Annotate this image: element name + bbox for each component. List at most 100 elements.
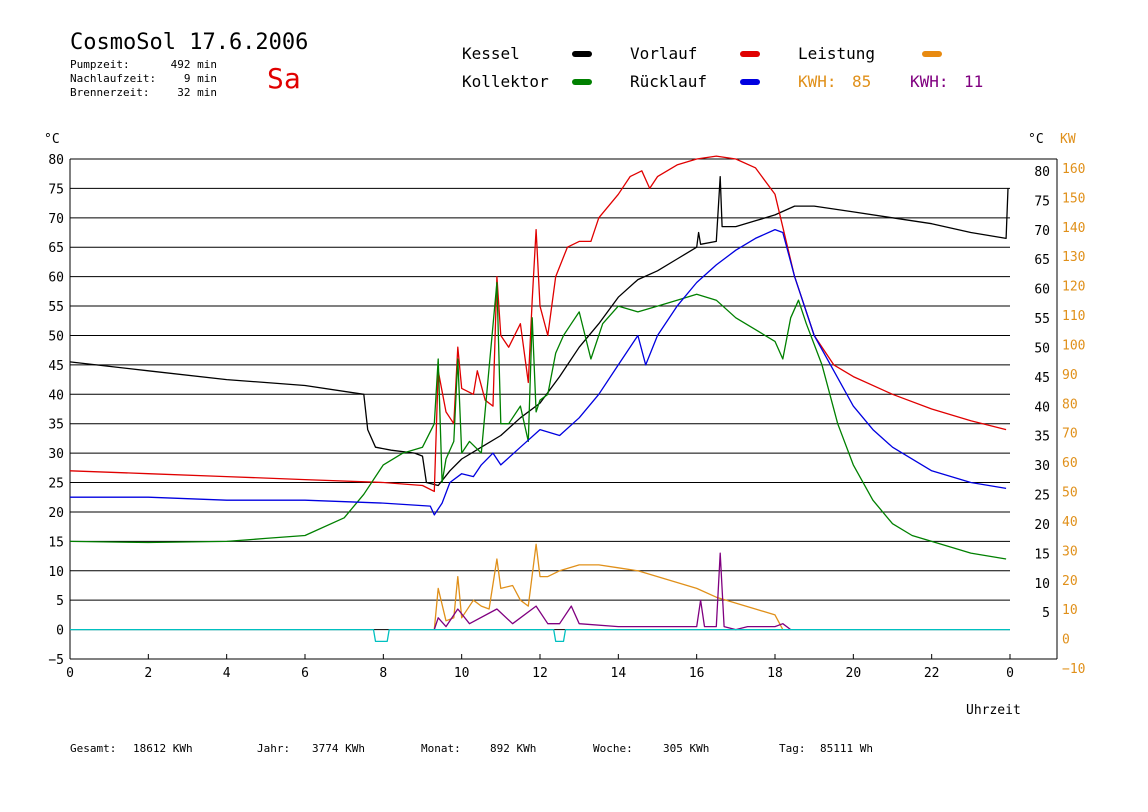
footer-jahr-value: 3774 KWh: [312, 742, 365, 755]
stat-pumpzeit-label: Pumpzeit:: [70, 58, 130, 71]
x-tick-3: 6: [301, 666, 309, 681]
kwh-second-label: KWH:: [910, 72, 949, 91]
y-tick-power-0: 160: [1062, 162, 1085, 177]
y-tick-left-12: 20: [48, 506, 64, 521]
y-tick-power-12: 40: [1062, 515, 1078, 530]
y-tick-power-8: 80: [1062, 397, 1078, 412]
y-tick-power-15: 10: [1062, 603, 1078, 618]
x-axis-label: Uhrzeit: [966, 703, 1021, 718]
legend-kessel-swatch: [572, 51, 592, 57]
series-line-kollektor: [69, 281, 1007, 560]
series-line-ruecklauf: [70, 228, 1007, 516]
series-line-leistung2: [433, 552, 792, 631]
legend-leistung-swatch: [922, 51, 942, 57]
y-tick-right-3: 65: [1034, 253, 1050, 268]
y-tick-right-8: 40: [1034, 400, 1050, 415]
y-unit-power: KW: [1060, 132, 1076, 147]
x-tick-11: 22: [924, 666, 940, 681]
y-tick-left-6: 50: [48, 329, 64, 344]
series-line-vorlauf: [69, 155, 1007, 493]
footer-tag-value: 85111 Wh: [820, 742, 873, 755]
stat-pumpzeit-value: 492 min: [170, 58, 217, 71]
y-tick-left-5: 55: [48, 300, 64, 315]
x-tick-2: 4: [223, 666, 231, 681]
footer-monat-value: 892 KWh: [490, 742, 537, 755]
series-line-leistung: [433, 543, 784, 630]
y-tick-left-13: 15: [48, 535, 64, 550]
legend-kollektor-label: Kollektor: [462, 72, 549, 91]
y-tick-right-15: 5: [1042, 606, 1050, 621]
y-tick-left-9: 35: [48, 418, 64, 433]
footer-tag-label: Tag:: [779, 742, 806, 755]
kwh-leistung-label: KWH:: [798, 72, 837, 91]
y-tick-right-12: 20: [1034, 518, 1050, 533]
x-tick-10: 20: [846, 666, 862, 681]
y-tick-power-1: 150: [1062, 191, 1085, 206]
y-tick-power-13: 30: [1062, 544, 1078, 559]
y-tick-right-11: 25: [1034, 489, 1050, 504]
legend-leistung-label: Leistung: [798, 44, 876, 63]
legend-vorlauf-swatch: [740, 51, 760, 57]
x-tick-9: 18: [767, 666, 783, 681]
y-tick-right-0: 80: [1034, 165, 1050, 180]
stat-nachlaufzeit-value: 9 min: [183, 72, 217, 85]
y-tick-power-11: 50: [1062, 486, 1078, 501]
y-tick-left-3: 65: [48, 241, 64, 256]
chart-title: CosmoSol 17.6.2006: [70, 30, 309, 55]
legend-kollektor-swatch: [572, 79, 592, 85]
y-tick-left-11: 25: [48, 477, 64, 492]
y-tick-right-10: 30: [1034, 459, 1050, 474]
footer-gesamt-label: Gesamt:: [70, 742, 117, 755]
y-tick-right-2: 70: [1034, 224, 1050, 239]
y-tick-power-3: 130: [1062, 250, 1085, 265]
y-tick-left-4: 60: [48, 271, 64, 286]
x-tick-7: 14: [611, 666, 627, 681]
stat-nachlaufzeit-label: Nachlaufzeit:: [70, 72, 157, 85]
footer-woche-value: 305 KWh: [663, 742, 710, 755]
y-tick-left-0: 80: [48, 153, 64, 168]
x-tick-4: 8: [379, 666, 387, 681]
y-tick-power-6: 100: [1062, 338, 1085, 353]
y-tick-power-9: 70: [1062, 427, 1078, 442]
y-tick-right-9: 35: [1034, 430, 1050, 445]
x-tick-8: 16: [689, 666, 705, 681]
y-tick-left-8: 40: [48, 388, 64, 403]
y-tick-left-1: 75: [48, 182, 64, 197]
y-tick-left-16: 0: [56, 624, 64, 639]
footer-jahr-label: Jahr:: [257, 742, 291, 755]
y-tick-right-14: 10: [1034, 577, 1050, 592]
y-tick-left-14: 10: [48, 565, 64, 580]
stat-brennerzeit-label: Brennerzeit:: [70, 86, 150, 99]
y-tick-power-14: 20: [1062, 574, 1078, 589]
y-tick-left-7: 45: [48, 359, 64, 374]
y-tick-right-4: 60: [1034, 283, 1050, 298]
y-tick-power-4: 120: [1062, 280, 1085, 295]
series-line-kessel: [69, 175, 1009, 487]
stat-brennerzeit-value: 32 min: [177, 86, 217, 99]
y-tick-left-15: 5: [56, 594, 64, 609]
x-tick-1: 2: [144, 666, 152, 681]
footer-gesamt-value: 18612 KWh: [133, 742, 193, 755]
legend-ruecklauf-label: Rücklauf: [630, 72, 708, 91]
legend-ruecklauf-swatch: [740, 79, 760, 85]
series-line-pumpe: [70, 628, 1010, 643]
kwh-leistung-value: 85: [852, 72, 872, 91]
legend-kessel-label: Kessel: [462, 44, 520, 63]
x-tick-12: 0: [1006, 666, 1014, 681]
y-tick-power-16: 0: [1062, 633, 1070, 648]
footer-woche-label: Woche:: [593, 742, 633, 755]
y-tick-right-5: 55: [1034, 312, 1050, 327]
y-tick-power-2: 140: [1062, 221, 1085, 236]
legend-vorlauf-label: Vorlauf: [630, 44, 698, 63]
y-tick-right-6: 50: [1034, 341, 1050, 356]
y-tick-right-1: 75: [1034, 194, 1050, 209]
y-tick-power-5: 110: [1062, 309, 1085, 324]
y-tick-power-17: −10: [1062, 662, 1085, 677]
y-unit-right: °C: [1028, 132, 1044, 147]
y-tick-power-10: 60: [1062, 456, 1078, 471]
x-tick-0: 0: [66, 666, 74, 681]
y-tick-right-7: 45: [1034, 371, 1050, 386]
y-tick-left-17: −5: [48, 653, 64, 668]
footer-monat-label: Monat:: [421, 742, 461, 755]
